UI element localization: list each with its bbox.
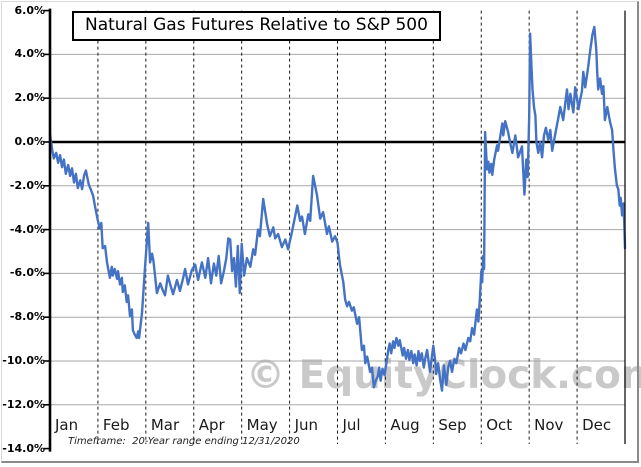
y-axis-label: -8.0% xyxy=(9,310,45,324)
x-axis-month-label: Aug xyxy=(390,416,420,434)
series-line-natural-gas-vs-sp500 xyxy=(48,25,627,392)
x-axis-month-label: May xyxy=(246,416,278,434)
y-axis-label: -14.0% xyxy=(2,441,45,455)
y-axis-label: -12.0% xyxy=(2,397,45,411)
x-axis-month-label: Mar xyxy=(150,416,180,434)
x-axis-month-label: Apr xyxy=(198,416,225,434)
y-axis-label: 4.0% xyxy=(14,47,45,61)
y-axis-label: 2.0% xyxy=(14,91,45,105)
x-axis-month-label: Jul xyxy=(342,416,361,434)
x-axis-month-label: Jun xyxy=(294,416,319,434)
y-axis-label: -6.0% xyxy=(9,266,45,280)
y-axis-label: 0.0% xyxy=(14,135,45,148)
y-axis-label: -10.0% xyxy=(2,354,45,367)
x-axis-month-label: Feb xyxy=(102,416,130,434)
x-axis-month-label: Sep xyxy=(438,416,467,434)
y-axis-label: -4.0% xyxy=(9,222,45,236)
x-axis-month-label: Dec xyxy=(582,416,612,434)
x-axis-month-label: Oct xyxy=(486,416,513,434)
x-axis-month-label: Nov xyxy=(534,416,564,434)
x-axis-month-label: Jan xyxy=(55,416,79,434)
y-axis-label: 6.0% xyxy=(14,3,45,17)
y-axis-label: -2.0% xyxy=(9,178,45,192)
timeframe-footnote: Timeframe: 20-Year range ending 12/31/20… xyxy=(68,436,300,447)
chart-title: Natural Gas Futures Relative to S&P 500 xyxy=(72,11,441,41)
